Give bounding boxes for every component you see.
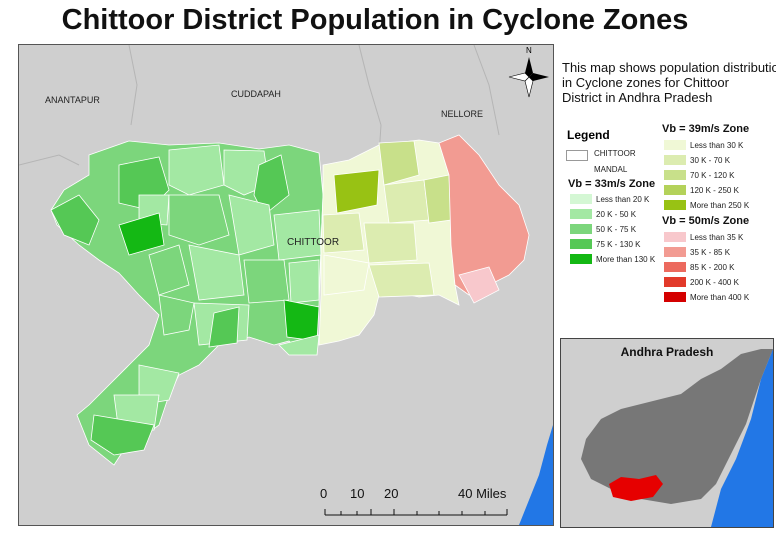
legend-zone-50-label-1: Less than 35 K — [690, 233, 744, 242]
legend-zone-39-label-3: 70 K - 120 K — [690, 171, 735, 180]
legend-zone-39-swatch-1 — [664, 140, 686, 150]
inset-title: Andhra Pradesh — [620, 345, 714, 359]
scale-tick-10: 10 — [350, 486, 365, 501]
legend-mandal-swatch — [566, 150, 588, 161]
legend-zone-39-swatch-4 — [664, 185, 686, 195]
legend-zone-39-swatch-3 — [664, 170, 686, 180]
description-line-1: This map shows population distributio — [562, 60, 776, 75]
description-line-2: in Cyclone zones for Chittoor — [562, 75, 729, 90]
legend-zone-39-heading: Vb = 39m/s Zone — [662, 123, 750, 135]
legend-zone-50-swatch-5 — [664, 292, 686, 302]
legend-zone-50-label-2: 35 K - 85 K — [690, 248, 731, 257]
legend-zone-33-swatch-1 — [570, 194, 592, 204]
legend-zone-39-label-5: More than 250 K — [690, 201, 750, 210]
inset-chittoor-highlight — [609, 475, 663, 501]
description-line-3: District in Andhra Pradesh — [562, 90, 713, 105]
zone-33-region — [50, 140, 324, 466]
zone-39-region — [318, 139, 460, 346]
scale-tick-0: 0 — [320, 486, 328, 501]
label-chittoor: CHITTOOR — [287, 237, 339, 248]
inset-map: Andhra Pradesh — [560, 338, 774, 528]
legend-zone-39-swatch-2 — [664, 155, 686, 165]
legend-mandal-label-1: CHITTOOR — [594, 149, 636, 158]
legend-zone-33-swatch-2 — [570, 209, 592, 219]
north-label: N — [526, 46, 532, 55]
main-map-canvas: ANANTAPUR CUDDAPAH NELLORE CHITTOOR N — [19, 45, 553, 525]
legend-zone-50-swatch-2 — [664, 247, 686, 257]
scale-tick-40: 40 Miles — [458, 486, 507, 501]
label-cuddapah: CUDDAPAH — [231, 89, 281, 99]
legend-zone-50-swatch-3 — [664, 262, 686, 272]
map-title: Chittoor District Population in Cyclone … — [61, 4, 689, 36]
zone-50-region — [438, 134, 530, 304]
legend-zone-50-heading: Vb = 50m/s Zone — [662, 215, 750, 227]
map-description: This map shows population distributio in… — [562, 60, 776, 105]
legend-zone-39-label-1: Less than 30 K — [690, 141, 744, 150]
legend-zone-33-label-1: Less than 20 K — [596, 195, 650, 204]
legend-zone-39-label-4: 120 K - 250 K — [690, 186, 739, 195]
legend-zone-33-swatch-4 — [570, 239, 592, 249]
bay-of-bengal — [519, 425, 553, 525]
legend-zone-33-swatch-3 — [570, 224, 592, 234]
legend-zone-50-label-5: More than 400 K — [690, 293, 750, 302]
label-anantapur: ANANTAPUR — [45, 95, 100, 105]
legend-zone-33-label-3: 50 K - 75 K — [596, 225, 637, 234]
label-nellore: NELLORE — [441, 109, 483, 119]
inset-map-canvas — [581, 349, 773, 527]
legend-zone-39-swatch-5 — [664, 200, 686, 210]
scale-bar — [324, 509, 508, 516]
legend-zone-33-swatch-5 — [570, 254, 592, 264]
legend-zone-33-label-2: 20 K - 50 K — [596, 210, 637, 219]
scale-tick-20: 20 — [384, 486, 399, 501]
main-map: ANANTAPUR CUDDAPAH NELLORE CHITTOOR N — [18, 44, 554, 526]
legend-mandal-label-2: MANDAL — [594, 165, 628, 174]
legend-zone-33-label-5: More than 130 K — [596, 255, 656, 264]
legend-zone-39-label-2: 30 K - 70 K — [690, 156, 731, 165]
legend-zone-33-heading: Vb = 33m/s Zone — [568, 178, 656, 190]
inset-sea — [711, 349, 773, 527]
north-arrow-icon: N — [508, 46, 549, 98]
legend-zone-50-swatch-4 — [664, 277, 686, 287]
legend-zone-50-label-4: 200 K - 400 K — [690, 278, 739, 287]
inset-state-shape — [581, 349, 773, 504]
legend-zone-50-swatch-1 — [664, 232, 686, 242]
legend-zone-50-label-3: 85 K - 200 K — [690, 263, 735, 272]
legend-title: Legend — [567, 128, 610, 142]
legend-zone-33-label-4: 75 K - 130 K — [596, 240, 641, 249]
